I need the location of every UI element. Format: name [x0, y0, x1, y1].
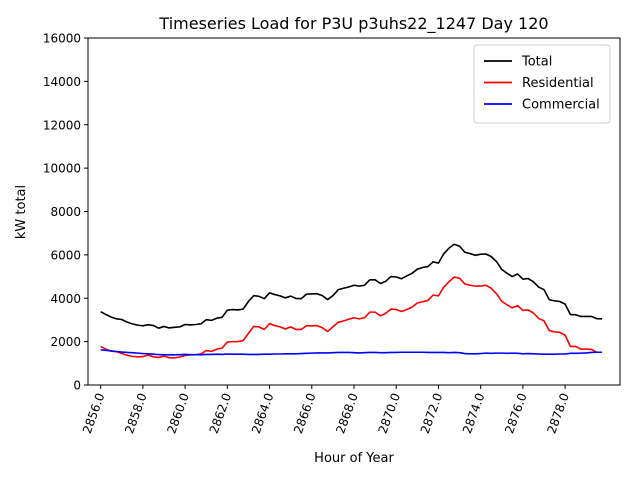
y-axis: 0 2000 4000 6000 8000 10000 12000 14000 16000 [43, 32, 88, 393]
y-tick-label: 12000 [43, 118, 81, 132]
y-tick-label: 14000 [43, 75, 81, 89]
series-line-total [100, 243, 603, 329]
y-tick-label: 2000 [50, 335, 81, 349]
series-line-residential [100, 276, 603, 359]
y-tick-label: 10000 [43, 162, 81, 176]
y-axis-label: kW total [14, 185, 29, 239]
legend-label-total: Total [521, 55, 552, 70]
y-tick-label: 0 [73, 379, 81, 393]
chart-title: Timeseries Load for P3U p3uhs22_1247 Day… [158, 14, 548, 34]
legend: Total Residential Commercial [473, 44, 611, 124]
y-tick-label: 16000 [43, 32, 81, 46]
legend-label-residential: Residential [522, 76, 594, 91]
x-axis-label: Hour of Year [314, 451, 394, 466]
series-layer [100, 243, 603, 359]
series-line-commercial [100, 349, 603, 356]
y-tick-label: 4000 [50, 292, 81, 306]
y-tick-label: 8000 [50, 205, 81, 219]
y-tick-label: 6000 [50, 248, 81, 262]
legend-label-commercial: Commercial [522, 98, 600, 113]
